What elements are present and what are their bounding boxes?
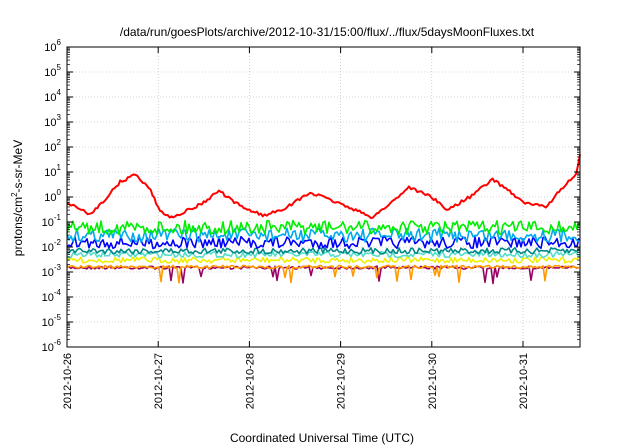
y-tick-label: 10-1 [42, 213, 62, 229]
y-tick-label: 10-6 [42, 338, 62, 354]
y-tick-exponent: 3 [57, 113, 62, 122]
x-tick-label: 2012-10-27 [153, 353, 165, 409]
x-tick-label: 2012-10-31 [518, 353, 530, 409]
y-tick-base: 10 [44, 167, 56, 179]
y-tick-base: 10 [42, 292, 54, 304]
y-tick-base: 10 [44, 67, 56, 79]
y-tick-label: 10-2 [42, 238, 62, 254]
series-line [66, 247, 580, 255]
series-line [66, 154, 581, 220]
y-tick-exponent: 0 [57, 188, 62, 197]
series-layer [66, 154, 581, 285]
y-tick-exponent: 5 [57, 63, 62, 72]
x-tick-label: 2012-10-26 [62, 353, 74, 409]
y-tick-label: 100 [44, 188, 61, 204]
series-line [66, 265, 580, 285]
series-line [66, 219, 580, 236]
x-tick-label: 2012-10-29 [336, 353, 348, 409]
y-tick-base: 10 [44, 142, 56, 154]
y-tick-base: 10 [44, 117, 56, 129]
y-tick-label: 10-5 [42, 313, 62, 329]
y-tick-exponent: 6 [57, 38, 62, 47]
x-tick-label: 2012-10-28 [244, 353, 256, 409]
y-tick-label: 106 [44, 38, 61, 54]
y-tick-label: 101 [44, 163, 61, 179]
y-tick-base: 10 [42, 217, 54, 229]
y-tick-label: 104 [44, 88, 61, 104]
x-tick-label: 2012-10-30 [427, 353, 439, 409]
series-line [66, 256, 580, 264]
y-tick-exponent: -2 [54, 238, 62, 247]
y-tick-exponent: 1 [57, 163, 62, 172]
y-tick-label: 105 [44, 63, 61, 79]
y-axis-label-sup: 2 [10, 192, 19, 197]
y-tick-exponent: 4 [57, 88, 62, 97]
y-tick-exponent: -4 [54, 288, 62, 297]
y-tick-base: 10 [42, 342, 54, 354]
series-line [66, 264, 580, 284]
x-axis-label: Coordinated Universal Time (UTC) [230, 431, 414, 445]
x-axis: 2012-10-26 2012-10-27 2012-10-28 2012-10-29… [62, 47, 530, 409]
series-line [66, 227, 580, 243]
y-tick-exponent: -6 [54, 338, 62, 347]
y-tick-base: 10 [42, 267, 54, 279]
y-tick-exponent: -1 [54, 213, 62, 222]
y-tick-base: 10 [42, 242, 54, 254]
y-tick-base: 10 [42, 317, 54, 329]
y-tick-base: 10 [44, 92, 56, 104]
y-tick-label: 103 [44, 113, 61, 129]
y-tick-exponent: -3 [54, 263, 62, 272]
y-tick-exponent: 2 [57, 138, 62, 147]
y-tick-base: 10 [44, 192, 56, 204]
chart-title: /data/run/goesPlots/archive/2012-10-31/1… [120, 25, 535, 39]
y-tick-exponent: -5 [54, 313, 62, 322]
y-tick-label: 10-4 [42, 288, 62, 304]
y-tick-base: 10 [44, 42, 56, 54]
y-axis-label: protons/cm2-s-sr-MeV [10, 140, 25, 256]
y-tick-label: 10-3 [42, 263, 62, 279]
y-axis: 10-610-510-410-310-210-11001011021031041… [42, 38, 580, 354]
y-tick-label: 102 [44, 138, 61, 154]
y-axis-label-tail: -s-sr-MeV [11, 140, 25, 193]
y-axis-label-main: protons/cm [11, 197, 25, 256]
